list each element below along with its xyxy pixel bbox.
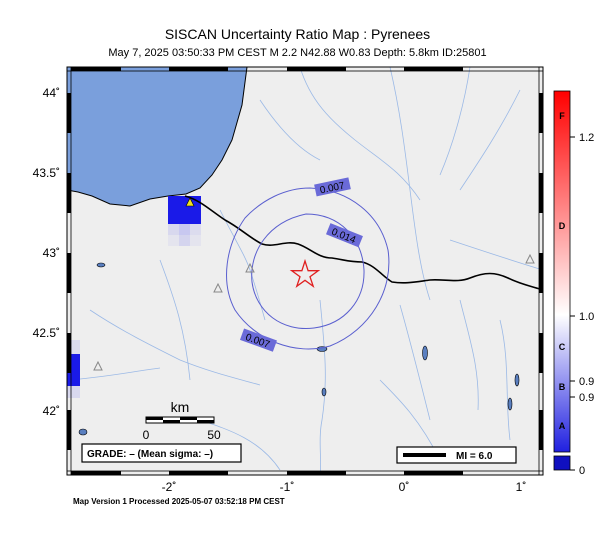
stations (93, 253, 535, 371)
uncertainty-cells (67, 196, 201, 398)
epicenter-star-icon (289, 258, 321, 289)
colorbar: 1.2 1.0 0.9 0.9 0 F D C B A (553, 90, 594, 477)
event-info: May 7, 2025 03:50:33 PM CEST M 2.2 N42.8… (108, 47, 487, 59)
svg-text:0: 0 (143, 428, 150, 442)
colorbar-label: 0 (579, 465, 585, 477)
svg-text:0.007: 0.007 (319, 180, 346, 196)
station-triangle-icon (245, 262, 255, 273)
mi-box: MI = 6.0 (396, 446, 517, 464)
colorbar-label: 1.0 (579, 311, 594, 323)
colorbar-label: 0.9 (579, 376, 594, 388)
contour-label-outer-top: 0.007 (314, 177, 351, 196)
grade-letter: C (559, 342, 566, 352)
lon-tick: 1˚ (516, 480, 527, 494)
colorbar-label: 0.9 (579, 392, 594, 404)
svg-text:MI = 6.0: MI = 6.0 (456, 451, 493, 462)
lat-tick: 44˚ (43, 86, 60, 100)
latitude-labels: 44˚ 43.5˚ 43˚ 42.5˚ 42˚ (33, 86, 60, 418)
grade-letter: B (559, 382, 566, 392)
grade-letter: D (559, 221, 566, 231)
scale-bar: km 0 50 (143, 399, 221, 442)
sea (67, 67, 248, 207)
rivers (67, 67, 543, 475)
lat-tick: 42˚ (43, 404, 60, 418)
station-triangle-icon (525, 253, 535, 264)
map-area: 0.007 0.014 0.007 km 0 50 (67, 67, 543, 475)
processed-footer: Map Version 1 Processed 2025-05-07 03:52… (73, 497, 285, 506)
lat-tick: 42.5˚ (33, 326, 60, 340)
svg-text:km: km (171, 399, 190, 415)
svg-text:50: 50 (207, 428, 221, 442)
grade-box: GRADE: – (Mean sigma: –) (81, 443, 242, 463)
svg-text:GRADE: – (Mean sigma: –): GRADE: – (Mean sigma: –) (87, 449, 213, 460)
station-triangle-icon (93, 360, 103, 371)
map-title: SISCAN Uncertainty Ratio Map : Pyrenees (164, 26, 431, 42)
lat-tick: 43˚ (43, 246, 60, 260)
lon-tick: -1˚ (280, 480, 295, 494)
country-border (184, 195, 543, 291)
grade-letter: A (559, 421, 566, 431)
frame-ticks (66, 66, 544, 476)
lon-tick: -2˚ (162, 480, 177, 494)
grade-letter: F (559, 111, 565, 121)
colorbar-label: 1.2 (579, 132, 594, 144)
station-triangle-icon (213, 282, 223, 293)
longitude-labels: -2˚ -1˚ 0˚ 1˚ (162, 480, 527, 494)
active-station-icon (185, 197, 195, 207)
lon-tick: 0˚ (399, 480, 410, 494)
lat-tick: 43.5˚ (33, 166, 60, 180)
